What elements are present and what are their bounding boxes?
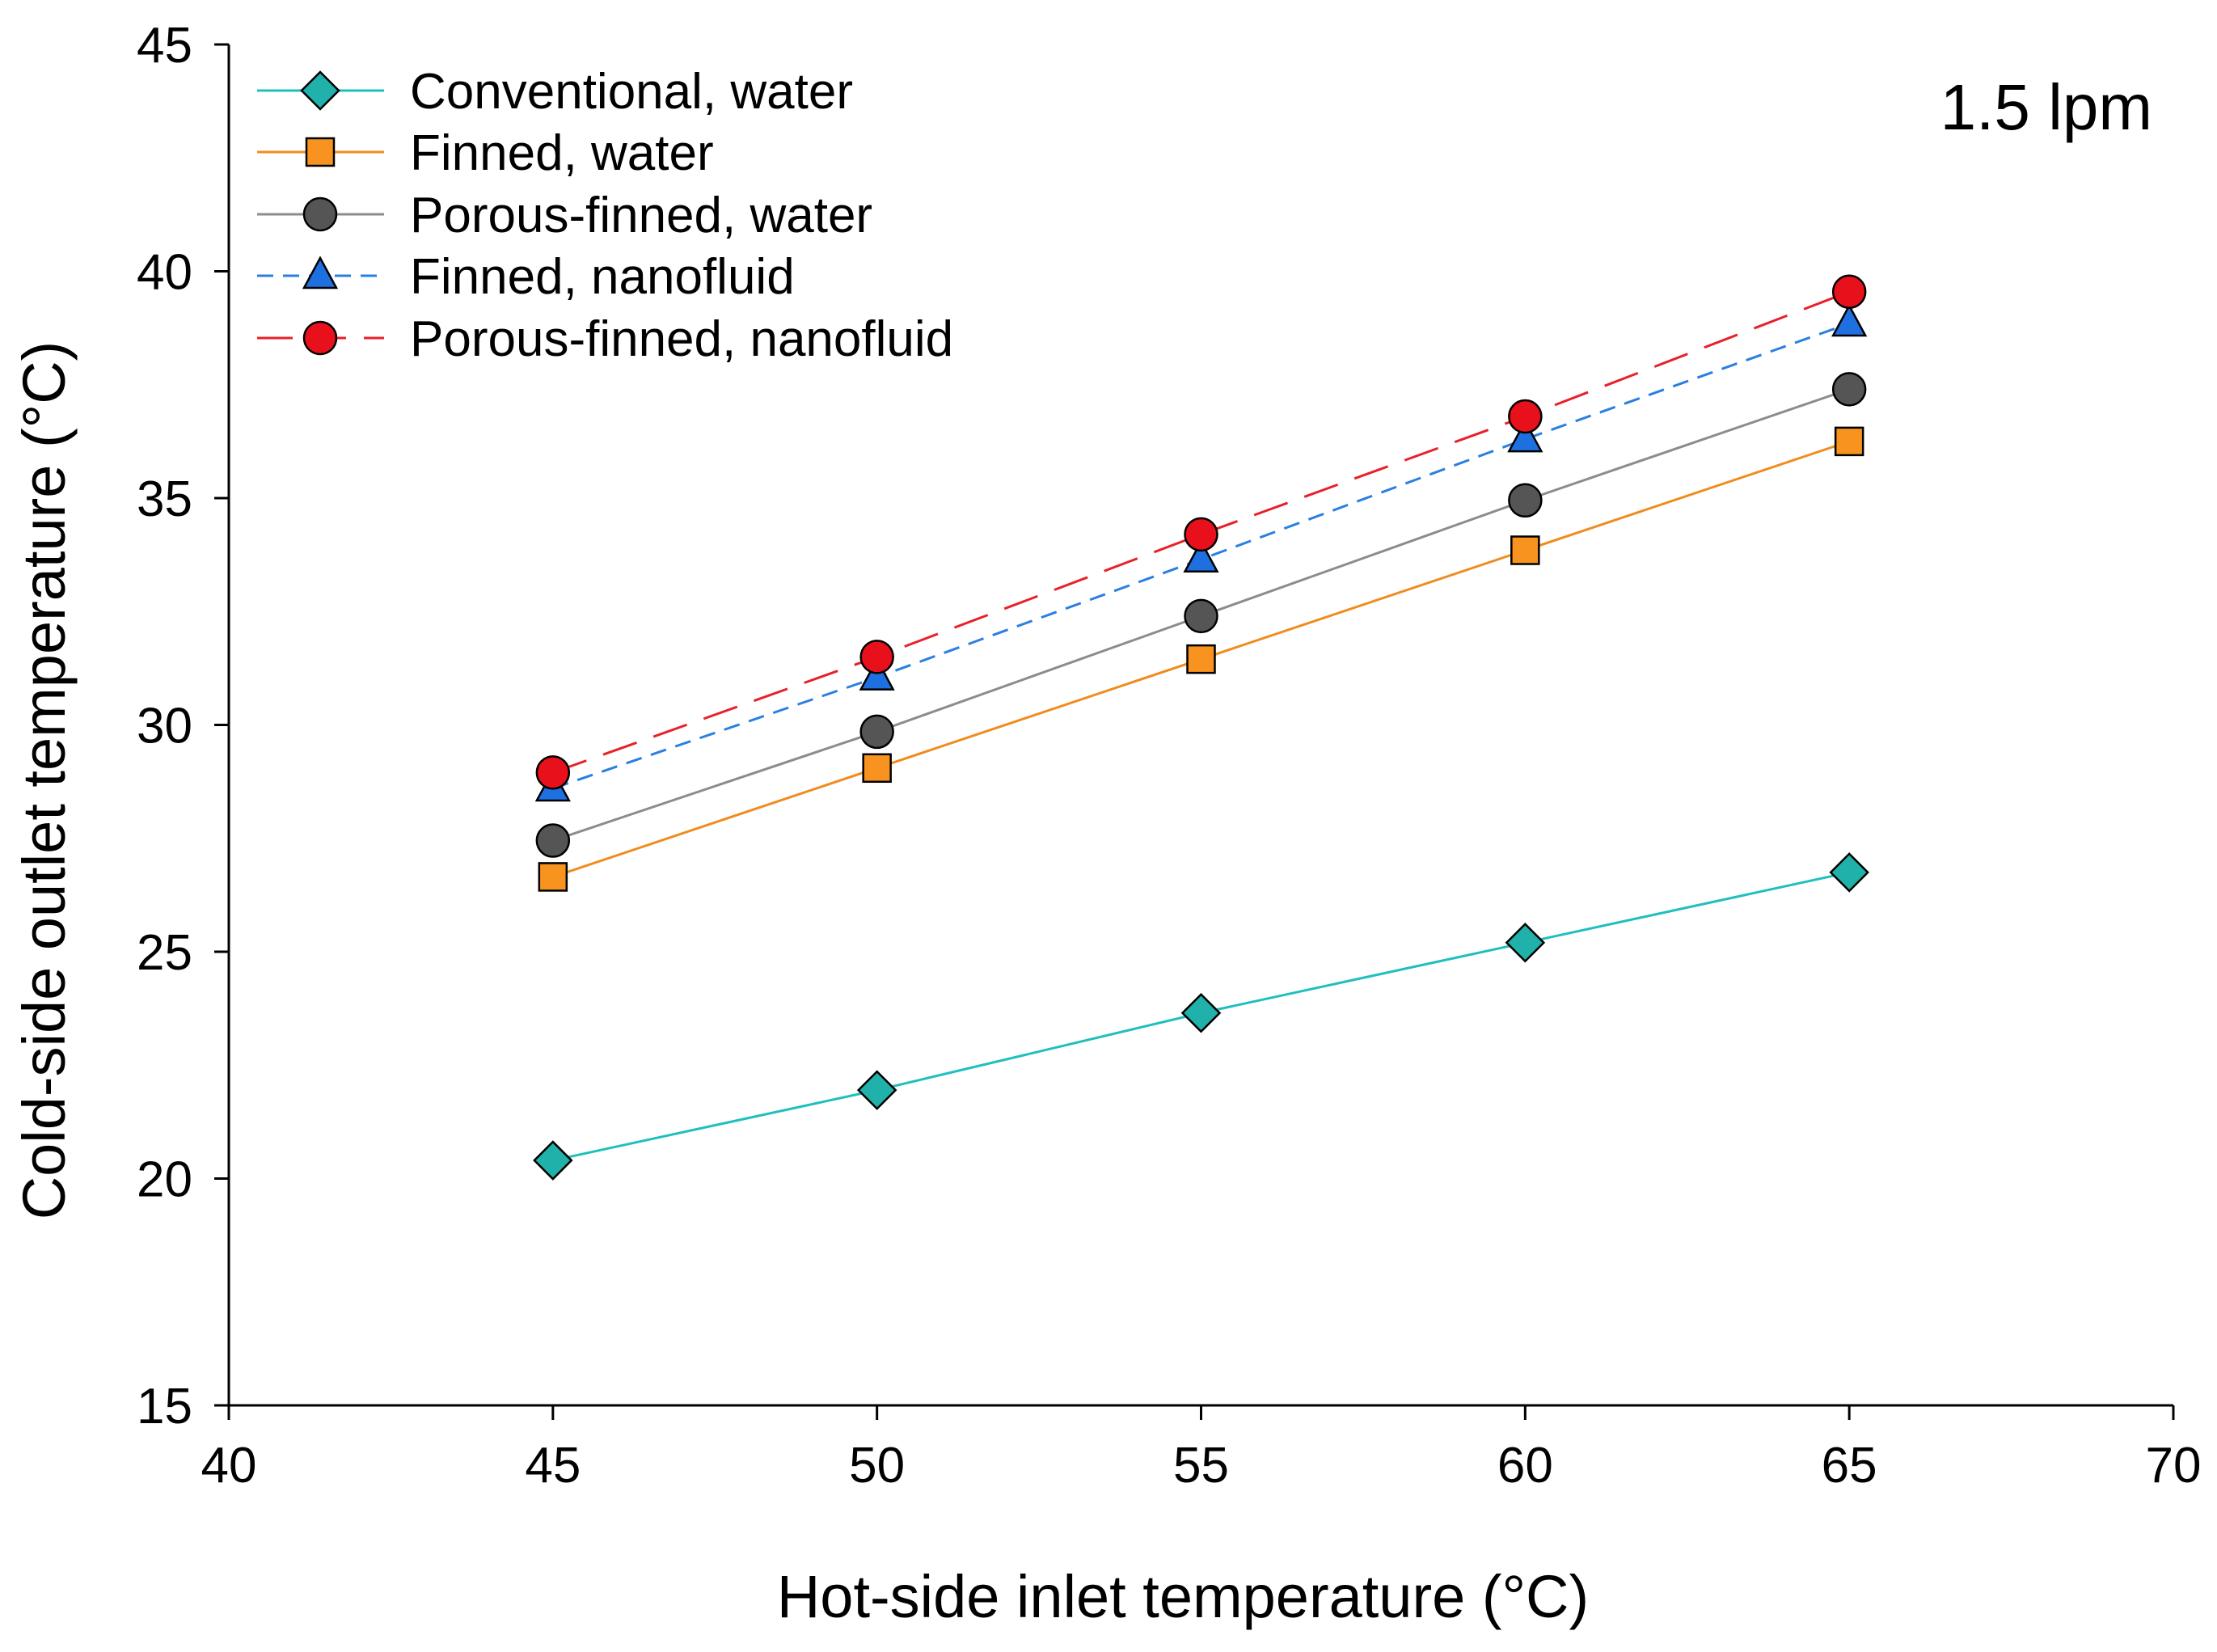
x-tick-label: 55 [1173, 1438, 1229, 1494]
data-point [1831, 372, 1867, 407]
data-point [1834, 426, 1864, 457]
legend-item-finned-water: Finned, water [257, 125, 714, 181]
x-tick-label: 60 [1497, 1438, 1553, 1494]
y-tick-label: 40 [137, 245, 192, 301]
series-finned-nanofluid [534, 303, 1868, 802]
data-point [859, 657, 895, 691]
series-porous-finned-nanofluid [535, 274, 1867, 790]
legend-item-conventional-water: Conventional, water [257, 64, 853, 120]
series-line [552, 290, 1850, 774]
legend-item-porous-finned-nanofluid: Porous-finned, nanofluid [257, 311, 953, 367]
data-point [1508, 483, 1543, 518]
legend-item-porous-finned-water: Porous-finned, water [257, 188, 872, 243]
legend-label: Porous-finned, water [410, 188, 872, 243]
legend-item-finned-nanofluid: Finned, nanofluid [257, 249, 795, 305]
data-point [538, 862, 568, 892]
data-point [1505, 923, 1546, 963]
legend-label: Porous-finned, nanofluid [410, 311, 953, 367]
x-tick-label: 50 [849, 1438, 905, 1494]
data-point [859, 714, 894, 750]
data-point [1510, 535, 1540, 565]
data-point [1831, 303, 1868, 337]
data-point [856, 1070, 897, 1110]
legend-marker [305, 137, 336, 167]
data-point [535, 755, 571, 790]
y-tick-label: 35 [137, 471, 192, 527]
flow-rate-annotation: 1.5 lpm [1940, 71, 2152, 143]
data-point [1180, 992, 1222, 1033]
series-layer [533, 274, 1869, 1181]
y-tick-label: 15 [137, 1379, 192, 1434]
x-axis-title: Hot-side inlet temperature (°C) [777, 1563, 1589, 1630]
data-point [859, 640, 894, 674]
legend-marker [300, 70, 340, 111]
series-conventional-water [533, 852, 1869, 1181]
series-porous-finned-water [535, 372, 1867, 858]
data-point [1184, 517, 1218, 552]
data-point [1186, 644, 1216, 674]
x-tick-label: 65 [1822, 1438, 1877, 1494]
legend-marker [302, 196, 338, 232]
data-point [533, 1140, 573, 1181]
y-tick-label: 30 [137, 699, 192, 754]
data-point [1831, 274, 1867, 309]
y-axis-title: Cold-side outlet temperature (°C) [11, 341, 78, 1220]
x-tick-label: 70 [2146, 1438, 2202, 1494]
data-point [1183, 539, 1219, 572]
y-tick-label: 20 [137, 1152, 192, 1208]
x-tick-label: 45 [525, 1438, 581, 1494]
data-point [535, 823, 571, 858]
data-point [1829, 852, 1869, 893]
legend-label: Finned, nanofluid [410, 249, 795, 305]
series-finned-water [538, 426, 1864, 892]
legend-label: Conventional, water [410, 64, 853, 120]
data-point [1508, 399, 1543, 434]
data-point [1507, 419, 1543, 453]
data-point [862, 753, 892, 784]
y-tick-label: 45 [137, 18, 192, 74]
legend-marker [302, 256, 339, 289]
legend-label: Finned, water [410, 125, 714, 181]
data-point [1184, 598, 1218, 634]
y-tick-label: 25 [137, 925, 192, 981]
legend-marker [302, 320, 338, 356]
x-tick-label: 40 [201, 1438, 257, 1494]
axes: 40 45 50 55 60 65 70 15 20 25 30 35 40 45 [137, 18, 2201, 1494]
